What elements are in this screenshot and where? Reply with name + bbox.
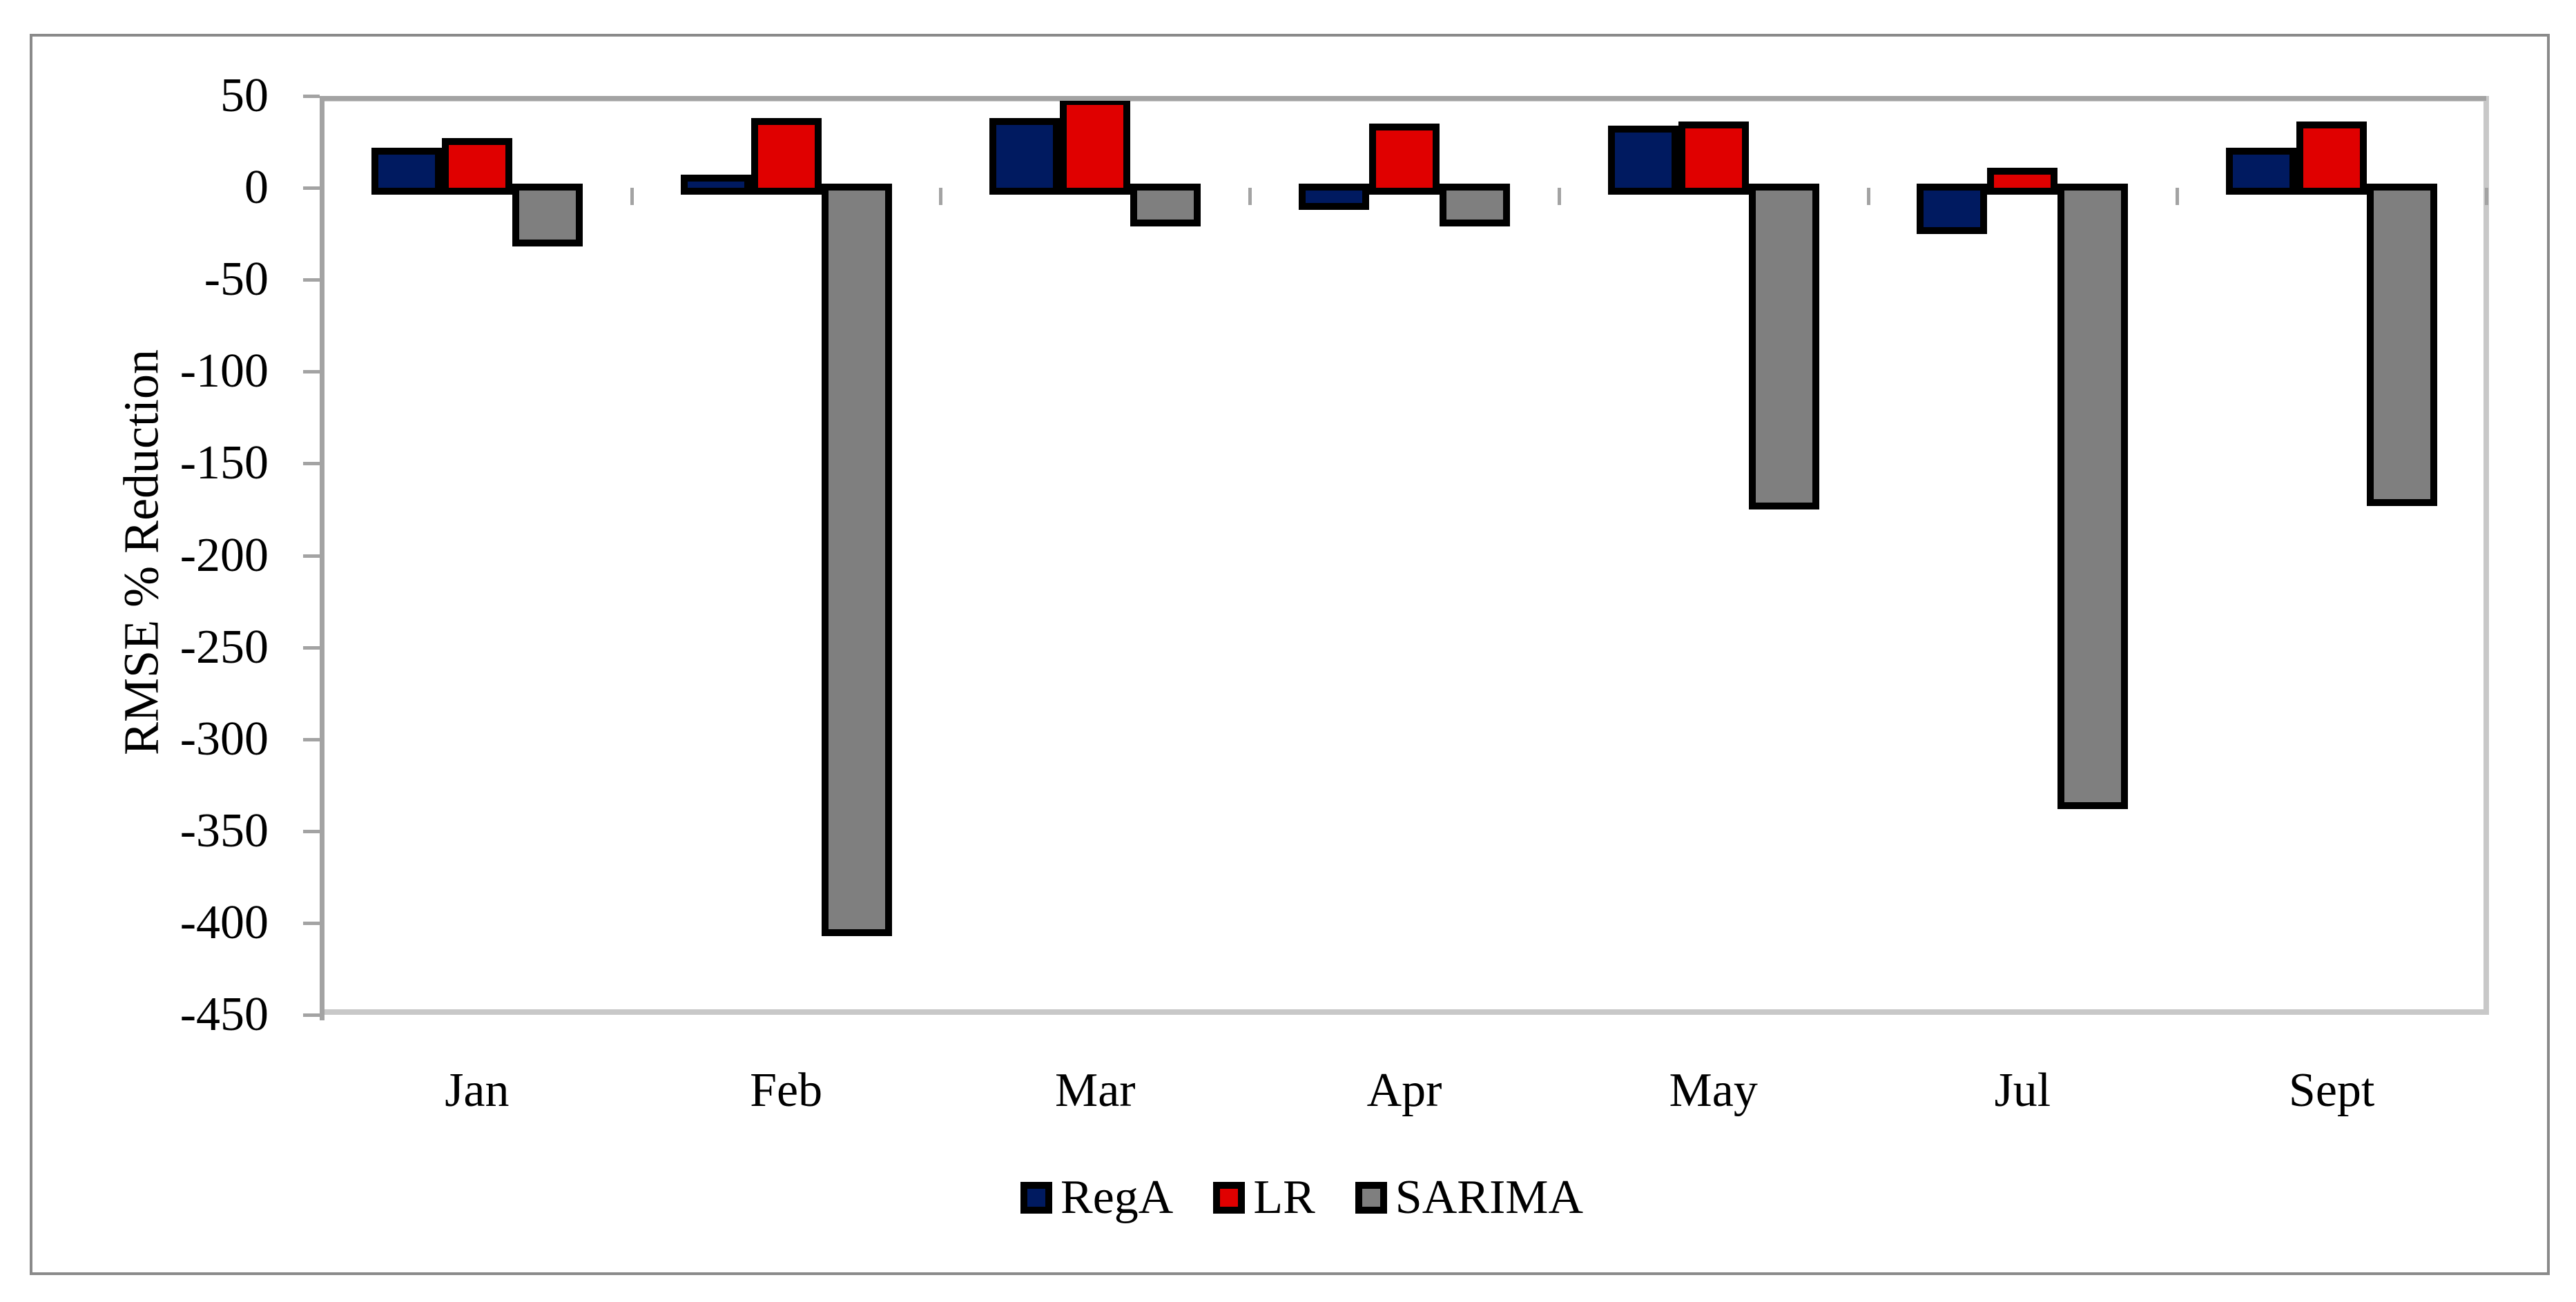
bar-LR-Jan — [441, 138, 512, 195]
bar-SARIMA-Mar — [1130, 184, 1201, 226]
x-tick-mark-3 — [1248, 188, 1252, 206]
bar-SARIMA-Sept — [2367, 184, 2438, 506]
bar-RegA-Apr — [1299, 184, 1369, 211]
x-tick-label-May: May — [1669, 1064, 1758, 1117]
legend-swatch-SARIMA — [1355, 1182, 1387, 1214]
bar-LR-Sept — [2296, 122, 2367, 195]
zero-axis-line — [322, 96, 2486, 101]
y-tick-mark--250 — [303, 645, 320, 650]
y-tick-mark--150 — [303, 462, 320, 466]
legend-label-SARIMA: SARIMA — [1395, 1171, 1584, 1224]
x-tick-label-Feb: Feb — [750, 1064, 823, 1117]
y-tick-label--300: -300 — [180, 712, 269, 766]
x-tick-mark-5 — [1866, 188, 1870, 206]
y-tick-mark--400 — [303, 921, 320, 925]
bar-SARIMA-May — [1748, 184, 1819, 509]
y-tick-label-50: 50 — [220, 69, 269, 122]
legend-item-LR: LR — [1213, 1172, 1315, 1223]
bar-SARIMA-Feb — [821, 184, 892, 936]
bar-SARIMA-Apr — [1440, 184, 1510, 226]
y-tick-label--400: -400 — [180, 895, 269, 949]
x-tick-mark-2 — [939, 188, 943, 206]
y-tick-label--50: -50 — [204, 253, 269, 307]
bar-RegA-Mar — [989, 117, 1061, 195]
y-tick-label--150: -150 — [180, 436, 269, 490]
y-tick-label--200: -200 — [180, 528, 269, 582]
y-axis-line — [320, 96, 325, 1020]
x-tick-label-Jul: Jul — [1994, 1064, 2051, 1117]
x-tick-label-Jan: Jan — [445, 1064, 510, 1117]
y-tick-label--350: -350 — [180, 804, 269, 857]
y-tick-mark-50 — [303, 95, 320, 98]
y-tick-mark--200 — [303, 554, 320, 558]
y-tick-label--250: -250 — [180, 620, 269, 674]
bar-RegA-Sept — [2226, 147, 2297, 195]
y-tick-mark--100 — [303, 370, 320, 374]
x-tick-mark-7 — [2485, 188, 2488, 206]
legend-item-RegA: RegA — [1020, 1172, 1173, 1223]
legend-swatch-RegA — [1020, 1182, 1052, 1214]
x-tick-label-Apr: Apr — [1366, 1064, 1442, 1117]
y-tick-label-0: 0 — [244, 161, 269, 215]
legend-label-RegA: RegA — [1061, 1171, 1174, 1224]
y-tick-mark--450 — [303, 1013, 320, 1017]
bar-RegA-Feb — [680, 175, 751, 195]
y-tick-mark--300 — [303, 737, 320, 741]
y-tick-label--450: -450 — [180, 988, 269, 1041]
x-tick-mark-6 — [2176, 188, 2180, 206]
figure-border — [30, 34, 2550, 1275]
bar-SARIMA-Jan — [512, 184, 583, 247]
y-tick-mark-0 — [303, 186, 320, 191]
legend-item-SARIMA: SARIMA — [1355, 1172, 1583, 1223]
y-tick-label--100: -100 — [180, 344, 269, 398]
x-tick-label-Sept: Sept — [2288, 1064, 2375, 1117]
y-tick-mark--350 — [303, 829, 320, 833]
bar-LR-Jul — [1987, 167, 2058, 195]
x-tick-label-Mar: Mar — [1054, 1064, 1136, 1117]
plot-area — [303, 95, 2489, 1020]
gridline-minus-450 — [322, 1009, 2486, 1015]
y-tick-mark--50 — [303, 278, 320, 282]
plot-right-border — [2483, 96, 2489, 1015]
legend-swatch-LR — [1213, 1182, 1246, 1214]
legend: RegA LR SARIMA — [1020, 1172, 1583, 1223]
x-tick-mark-1 — [630, 188, 634, 206]
bar-RegA-May — [1607, 125, 1678, 195]
bar-LR-Mar — [1060, 97, 1131, 195]
legend-label-LR: LR — [1253, 1171, 1315, 1224]
x-tick-mark-0 — [321, 188, 325, 206]
bar-RegA-Jul — [1917, 184, 1988, 234]
x-tick-mark-4 — [1557, 188, 1561, 206]
bar-LR-May — [1678, 122, 1749, 195]
bar-LR-Apr — [1369, 123, 1440, 195]
bar-RegA-Jan — [371, 147, 442, 195]
bar-SARIMA-Jul — [2057, 184, 2129, 809]
bar-LR-Feb — [750, 117, 822, 195]
